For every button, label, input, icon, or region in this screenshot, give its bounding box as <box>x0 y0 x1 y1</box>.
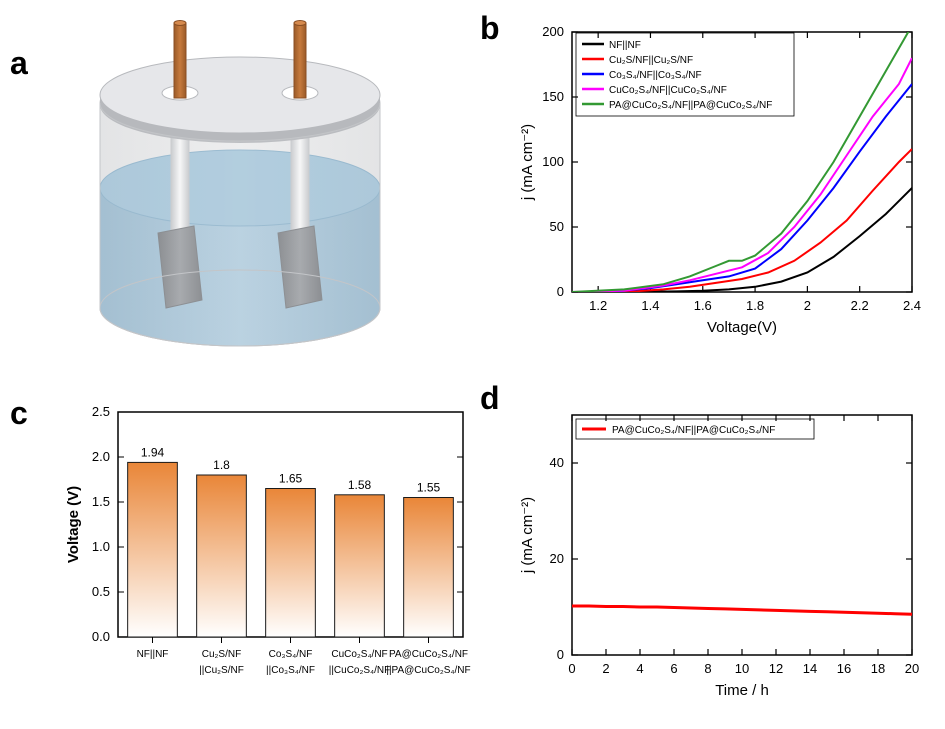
svg-text:||Co₃S₄/NF: ||Co₃S₄/NF <box>266 665 315 676</box>
svg-text:16: 16 <box>837 661 851 676</box>
svg-text:10: 10 <box>735 661 749 676</box>
svg-text:2: 2 <box>602 661 609 676</box>
svg-text:0: 0 <box>568 661 575 676</box>
svg-text:20: 20 <box>905 661 919 676</box>
svg-text:1.8: 1.8 <box>746 298 764 313</box>
svg-text:Time / h: Time / h <box>715 682 769 699</box>
svg-text:PA@CuCo₂S₄/NF||PA@CuCo₂S₄/NF: PA@CuCo₂S₄/NF||PA@CuCo₂S₄/NF <box>612 425 775 436</box>
svg-text:PA@CuCo₂S₄/NF||PA@CuCo₂S₄/NF: PA@CuCo₂S₄/NF||PA@CuCo₂S₄/NF <box>609 100 772 111</box>
svg-text:18: 18 <box>871 661 885 676</box>
svg-text:100: 100 <box>542 154 564 169</box>
svg-text:PA@CuCo₂S₄/NF: PA@CuCo₂S₄/NF <box>389 649 468 660</box>
svg-text:1.4: 1.4 <box>641 298 659 313</box>
svg-text:0.0: 0.0 <box>92 629 110 644</box>
svg-text:1.58: 1.58 <box>348 478 372 492</box>
svg-text:j (mA cm⁻²): j (mA cm⁻²) <box>519 497 536 574</box>
svg-text:Co₃S₄/NF||Co₃S₄/NF: Co₃S₄/NF||Co₃S₄/NF <box>609 70 702 81</box>
svg-text:1.0: 1.0 <box>92 539 110 554</box>
svg-text:||Cu₂S/NF: ||Cu₂S/NF <box>199 665 244 676</box>
svg-text:12: 12 <box>769 661 783 676</box>
svg-text:50: 50 <box>550 219 564 234</box>
svg-text:1.2: 1.2 <box>589 298 607 313</box>
lsv-plot: 1.2 1.4 1.6 1.8 2 2.2 2.4 0 50 100 150 200 Voltage(V… <box>510 20 930 350</box>
svg-text:1.65: 1.65 <box>279 472 303 486</box>
svg-text:1.5: 1.5 <box>92 494 110 509</box>
svg-text:40: 40 <box>550 455 564 470</box>
svg-text:2.4: 2.4 <box>903 298 921 313</box>
panel-label-d: d <box>480 380 500 417</box>
svg-text:CuCo₂S₄/NF: CuCo₂S₄/NF <box>331 649 387 660</box>
svg-text:NF||NF: NF||NF <box>137 649 169 660</box>
svg-text:Cu₂S/NF||Cu₂S/NF: Cu₂S/NF||Cu₂S/NF <box>609 55 693 66</box>
svg-text:1.55: 1.55 <box>417 481 441 495</box>
svg-text:150: 150 <box>542 89 564 104</box>
panel-label-a: a <box>10 45 28 82</box>
svg-text:0: 0 <box>557 284 564 299</box>
cell-diagram <box>70 8 410 358</box>
svg-text:Voltage (V): Voltage (V) <box>65 486 82 563</box>
svg-text:2.5: 2.5 <box>92 404 110 419</box>
svg-text:6: 6 <box>670 661 677 676</box>
voltage-bar-chart: 0.0 0.5 1.0 1.5 2.0 2.5 Voltage (V) 1.94 NF||NF 1… <box>60 400 480 720</box>
svg-text:1.8: 1.8 <box>213 458 230 472</box>
svg-text:NF||NF: NF||NF <box>609 40 641 51</box>
svg-text:||PA@CuCo₂S₄/NF: ||PA@CuCo₂S₄/NF <box>386 665 470 676</box>
panel-label-b: b <box>480 10 500 47</box>
svg-text:2.2: 2.2 <box>851 298 869 313</box>
svg-text:8: 8 <box>704 661 711 676</box>
svg-text:200: 200 <box>542 24 564 39</box>
svg-text:2: 2 <box>804 298 811 313</box>
stability-plot: 0 2 4 6 8 10 12 14 16 18 20 0 20 40 Time / h j (mA cm⁻²… <box>510 395 930 715</box>
svg-text:Cu₂S/NF: Cu₂S/NF <box>202 649 241 660</box>
svg-text:||CuCo₂S₄/NF: ||CuCo₂S₄/NF <box>329 665 391 676</box>
svg-text:Co₃S₄/NF: Co₃S₄/NF <box>269 649 313 660</box>
svg-text:0.5: 0.5 <box>92 584 110 599</box>
svg-text:j (mA cm⁻²): j (mA cm⁻²) <box>519 124 536 201</box>
svg-text:4: 4 <box>636 661 643 676</box>
panel-label-c: c <box>10 395 28 432</box>
svg-text:0: 0 <box>557 647 564 662</box>
svg-text:1.94: 1.94 <box>141 445 165 459</box>
svg-text:14: 14 <box>803 661 817 676</box>
svg-text:1.6: 1.6 <box>694 298 712 313</box>
svg-text:Voltage(V): Voltage(V) <box>707 319 777 336</box>
svg-text:CuCo₂S₄/NF||CuCo₂S₄/NF: CuCo₂S₄/NF||CuCo₂S₄/NF <box>609 85 727 96</box>
svg-text:2.0: 2.0 <box>92 449 110 464</box>
svg-text:20: 20 <box>550 551 564 566</box>
